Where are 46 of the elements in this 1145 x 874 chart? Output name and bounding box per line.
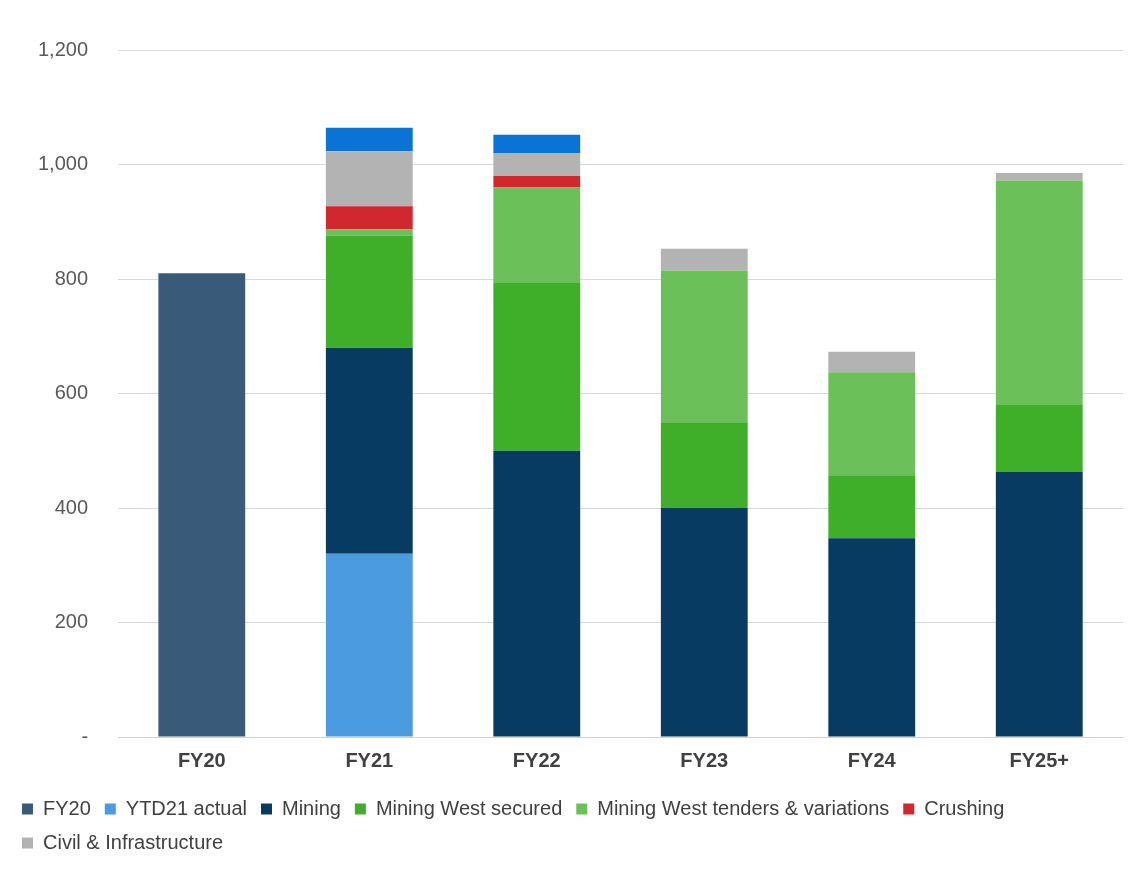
bar [493, 175, 581, 188]
bar [660, 508, 748, 737]
x-tick-label: FY23 [680, 748, 729, 771]
x-tick-label: FY25+ [1009, 748, 1069, 771]
bar [828, 351, 916, 373]
bar [325, 206, 413, 230]
bar [660, 270, 748, 423]
bar [325, 151, 413, 207]
y-tick-label: - [81, 724, 89, 747]
x-tick-label: FY24 [847, 748, 897, 771]
y-tick-label: 400 [54, 495, 89, 518]
legend-label: Civil & Infrastructure [43, 830, 224, 853]
y-tick-label: 200 [54, 610, 89, 633]
legend-label: FY20 [43, 796, 91, 819]
legend-label: YTD21 actual [125, 796, 247, 819]
bar [493, 450, 581, 737]
bar [995, 180, 1083, 405]
bar [995, 404, 1083, 472]
bar [828, 538, 916, 737]
bar [493, 283, 581, 451]
legend-label: Mining West tenders & variations [597, 796, 890, 819]
bar [828, 475, 916, 539]
bar [995, 173, 1083, 181]
y-tick-label: 1,200 [37, 37, 89, 60]
bar [493, 187, 581, 284]
bar [493, 134, 581, 154]
bar [493, 153, 581, 176]
y-tick-label: 1,000 [37, 152, 89, 175]
bar [660, 248, 748, 271]
bar [325, 235, 413, 348]
y-tick-label: 800 [54, 266, 89, 289]
x-tick-label: FY21 [345, 748, 394, 771]
bar [995, 471, 1083, 737]
x-tick-label: FY20 [177, 748, 226, 771]
legend-label: Mining West secured [375, 796, 563, 819]
legend-label: Mining [281, 796, 341, 819]
bar [828, 372, 916, 476]
x-tick-label: FY22 [512, 748, 561, 771]
bar [660, 422, 748, 508]
legend-label: Crushing [924, 796, 1005, 819]
bar [325, 127, 413, 152]
y-tick-label: 600 [54, 381, 89, 404]
bar [325, 347, 413, 554]
bar [158, 273, 246, 737]
bar [325, 229, 413, 236]
bar [325, 553, 413, 737]
